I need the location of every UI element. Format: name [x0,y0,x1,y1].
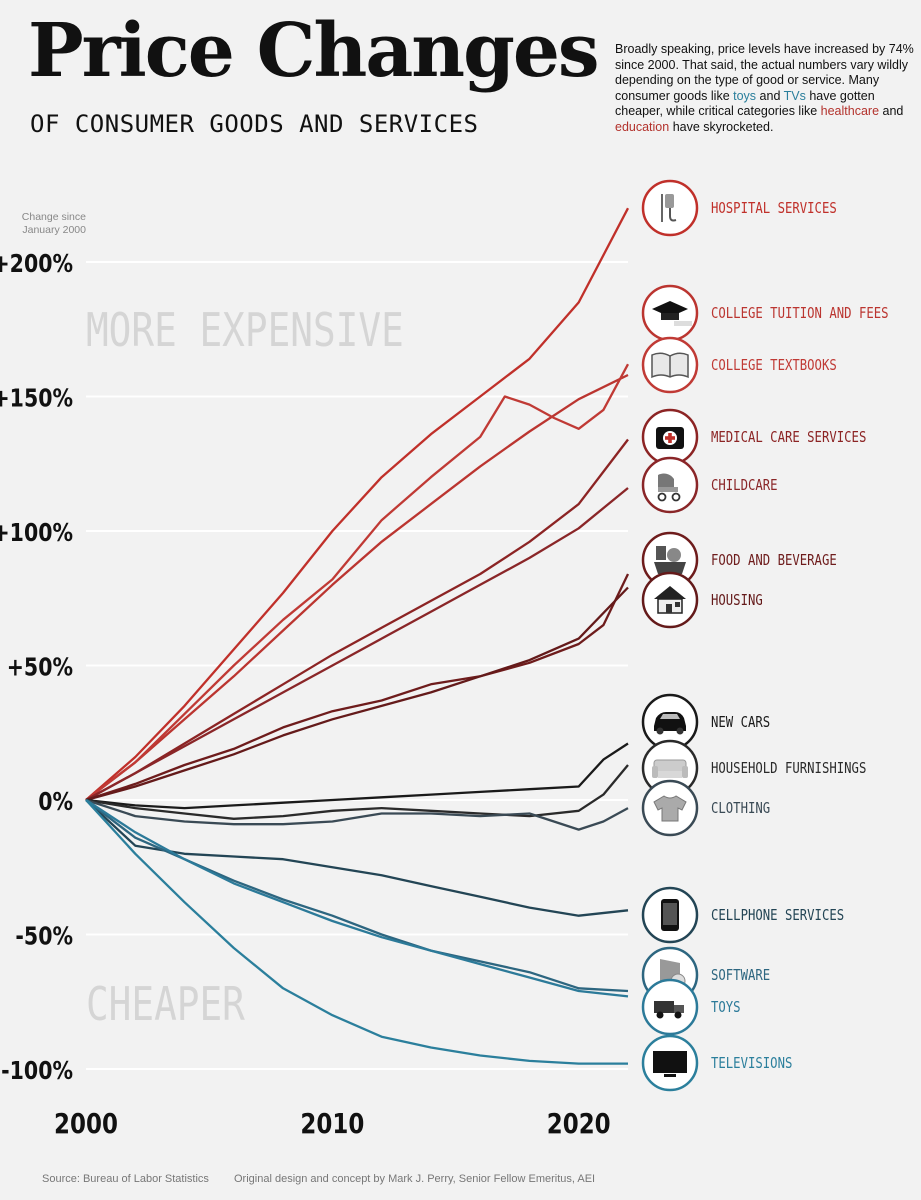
graduation-cap-icon [652,301,692,326]
series-label: MEDICAL CARE SERVICES [711,429,866,446]
page-subtitle: OF CONSUMER GOODS AND SERVICES [30,110,479,138]
blurb-text: have skyrocketed. [669,119,774,134]
cellphone-icon [661,899,679,931]
textbook-icon [651,352,689,379]
series-line-college-tuition-and-fees [85,373,629,801]
shirt-icon [653,795,687,822]
series-line-medical-care-services [85,438,629,802]
y-tick-label: +50% [7,654,73,682]
blurb-highlight-education: education [615,119,670,134]
blurb-text: have gotten cheaper, while critical cate… [615,88,875,119]
house-icon [654,586,686,614]
blurb-text: and [756,88,784,103]
legend-item-cellphone-services: CELLPHONE SERVICES [641,886,844,944]
legend-item-televisions: TELEVISIONS [641,1034,792,1092]
y-tick-label: +150% [0,385,73,413]
series-label: HOSPITAL SERVICES [711,200,837,217]
series-label: HOUSING [711,592,763,609]
blurb-text: and [879,104,904,118]
legend-item-hospital-services: HOSPITAL SERVICES [641,179,837,237]
series-line-food-and-beverage [85,573,630,802]
series-line-cellphone-services [85,799,629,917]
blurb-text: Broadly speaking, price levels have incr… [615,42,914,103]
y-tick-label: +200% [0,250,73,278]
legend-item-toys: TOYS [641,978,741,1036]
toy-truck-icon [654,1001,684,1019]
legend-item-clothing: CLOTHING [641,779,770,837]
source-note: Source: Bureau of Labor Statistics [42,1173,209,1185]
car-icon [654,712,686,735]
series-line-toys [85,799,629,998]
series-label: CHILDCARE [711,477,778,494]
series-label: NEW CARS [711,714,770,731]
series-label: HOUSEHOLD FURNISHINGS [711,760,866,777]
series-label: TELEVISIONS [711,1055,792,1072]
series-label: SOFTWARE [711,967,770,984]
legend-item-housing: HOUSING [641,571,763,629]
series-label: CLOTHING [711,800,770,817]
legend-item-household-furnishings: HOUSEHOLD FURNISHINGS [641,739,866,797]
series-label: FOOD AND BEVERAGE [711,552,837,569]
legend-item-college-textbooks: COLLEGE TEXTBOOKS [641,336,837,394]
legend-item-childcare: CHILDCARE [641,456,778,514]
y-axis-caption-line-1: Change since [22,211,86,223]
sofa-icon [652,759,688,778]
legend-item-college-tuition-and-fees: COLLEGE TUITION AND FEES [641,284,889,342]
y-tick-label: +100% [0,519,73,547]
blurb-highlight-toys: toys [733,88,757,103]
series-line-housing [85,586,629,802]
x-tick-label: 2010 [300,1108,364,1141]
footer: Source: Bureau of Labor Statistics Origi… [42,1173,617,1185]
series-label: CELLPHONE SERVICES [711,907,844,924]
series-line-clothing [85,798,629,831]
television-icon [653,1051,687,1077]
series-label: TOYS [711,999,741,1016]
series-line-childcare [85,487,629,802]
blurb-highlight-healthcare: healthcare [820,104,880,118]
stroller-icon [657,473,681,502]
hospital-iv-icon [661,194,677,222]
series-line-college-textbooks [85,363,630,801]
series-line-household-furnishings [85,764,629,820]
page-title: Price Changes [28,8,600,94]
series-line-new-cars [85,742,629,810]
y-tick-label: -100% [1,1057,73,1085]
legend-item-new-cars: NEW CARS [641,693,770,751]
y-tick-label: -50% [15,923,73,951]
y-tick-label: 0% [38,788,73,816]
series-label: COLLEGE TEXTBOOKS [711,357,837,374]
intro-paragraph: Broadly speaking, price levels have incr… [615,42,915,135]
series-line-televisions [85,799,628,1065]
x-tick-label: 2000 [54,1108,118,1141]
credit-note: Original design and concept by Mark J. P… [234,1173,596,1185]
y-axis-caption-line-2: January 2000 [22,224,86,236]
more-expensive-annotation: MORE EXPENSIVE [86,303,404,357]
medical-kit-icon [656,427,684,449]
x-tick-label: 2020 [547,1108,611,1141]
series-line-software [85,799,629,993]
legend-item-medical-care-services: MEDICAL CARE SERVICES [641,408,866,466]
series-line-hospital-services [85,207,630,801]
cheaper-annotation: CHEAPER [86,977,246,1031]
blurb-highlight-tvs: TVs [783,88,806,103]
food-basket-icon [654,546,686,574]
series-label: COLLEGE TUITION AND FEES [711,305,889,322]
legend-item-food-and-beverage: FOOD AND BEVERAGE [641,531,837,589]
